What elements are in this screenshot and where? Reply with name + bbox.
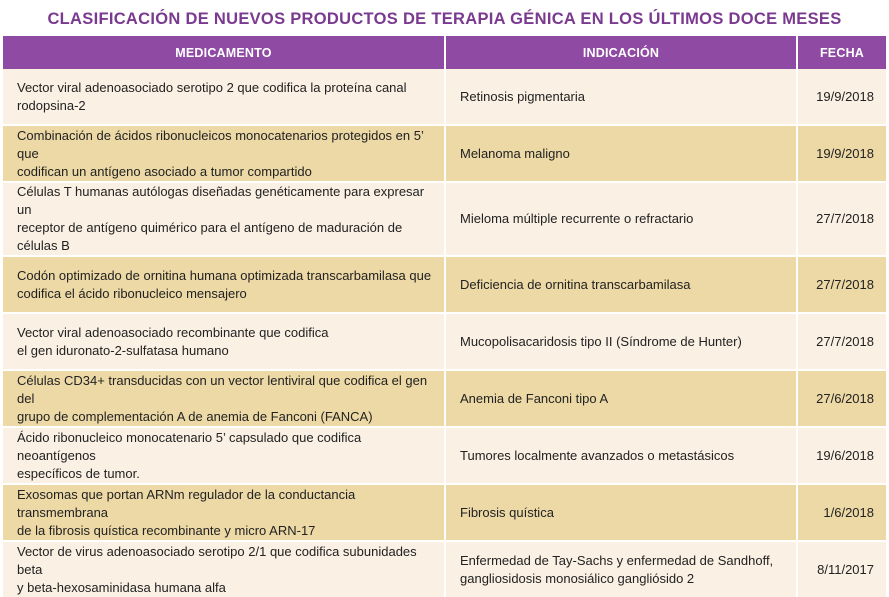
medicamento-cell-line: rodopsina-2 (17, 97, 86, 113)
medicamento-cell: Combinación de ácidos ribonucleicos mono… (3, 125, 446, 183)
indicacion-cell-line: Melanoma maligno (460, 145, 570, 161)
indicacion-cell-line: Mieloma múltiple recurrente o refractari… (460, 211, 694, 226)
medicamento-cell: Células CD34+ transducidas con un vector… (3, 370, 446, 428)
medicamento-cell-line: Células T humanas autólogas diseñadas ge… (17, 184, 425, 217)
table-body: Vector viral adenoasociado serotipo 2 qu… (3, 69, 886, 597)
medicamento-cell: Células T humanas autólogas diseñadas ge… (3, 182, 446, 257)
fecha-cell: 1/6/2018 (797, 484, 886, 542)
indicacion-cell-line: Retinosis pigmentaria (460, 88, 586, 104)
medicamento-cell-line: codifican un antígeno asociado a tumor c… (17, 163, 312, 179)
medicamento-cell-line: y beta-hexosaminidasa humana alfa (17, 579, 226, 595)
gene-therapy-table: MEDICAMENTO INDICACIÓN FECHA Vector vira… (3, 36, 886, 597)
indicacion-cell-line: Anemia de Fanconi tipo A (460, 390, 609, 406)
medicamento-cell-line: Vector de virus adenoasociado serotipo 2… (17, 543, 417, 577)
header-row: MEDICAMENTO INDICACIÓN FECHA (3, 36, 886, 69)
indicacion-cell: Mieloma múltiple recurrente o refractari… (445, 182, 798, 257)
indicacion-cell-line: gangliosidosis monosiálico gangliósido 2 (460, 570, 695, 586)
medicamento-cell-line: Vector viral adenoasociado serotipo 2 qu… (17, 79, 407, 95)
medicamento-cell-line: Codón optimizado de ornitina humana opti… (17, 267, 432, 283)
indicacion-cell-line: Tumores localmente avanzados o metastási… (460, 447, 735, 463)
medicamento-cell: Codón optimizado de ornitina humana opti… (3, 256, 446, 314)
medicamento-cell: Vector viral adenoasociado recombinante … (3, 313, 446, 371)
column-header-indicacion: INDICACIÓN (445, 36, 798, 69)
medicamento-cell-line: Exosomas que portan ARNm regulador de la… (17, 486, 356, 520)
indicacion-cell: Anemia de Fanconi tipo A (445, 370, 798, 428)
table-title: CLASIFICACIÓN DE NUEVOS PRODUCTOS DE TER… (47, 10, 842, 28)
medicamento-cell: Exosomas que portan ARNm regulador de la… (3, 484, 446, 542)
table-row: Exosomas que portan ARNm regulador de la… (3, 484, 886, 542)
medicamento-cell: Vector de virus adenoasociado serotipo 2… (3, 541, 446, 597)
indicacion-cell: Mucopolisacaridosis tipo II (Síndrome de… (445, 313, 798, 371)
medicamento-cell-line: de la fibrosis quística recombinante y m… (17, 522, 316, 538)
table-row: Células CD34+ transducidas con un vector… (3, 370, 886, 428)
fecha-cell: 19/9/2018 (797, 69, 886, 126)
fecha-cell: 19/9/2018 (797, 125, 886, 183)
table-row: Vector de virus adenoasociado serotipo 2… (3, 541, 886, 597)
medicamento-cell-line: el gen iduronato-2-sulfatasa humano (17, 342, 229, 358)
medicamento-cell-line: Células CD34+ transducidas con un vector… (17, 372, 428, 406)
indicacion-cell: Melanoma maligno (445, 125, 798, 183)
medicamento-cell-line: específicos de tumor. (17, 465, 140, 481)
medicamento-cell-line: Combinación de ácidos ribonucleicos mono… (17, 127, 424, 161)
fecha-cell: 19/6/2018 (797, 427, 886, 485)
fecha-cell: 27/7/2018 (797, 256, 886, 314)
indicacion-cell-line: Fibrosis quística (460, 504, 554, 520)
indicacion-cell-line: Enfermedad de Tay-Sachs y enfermedad de … (460, 552, 774, 568)
medicamento-cell-line: receptor de antígeno quimérico para el a… (17, 220, 403, 253)
indicacion-cell: Fibrosis quística (445, 484, 798, 542)
indicacion-cell-line: Deficiencia de ornitina transcarbamilasa (460, 276, 691, 292)
table-row: Vector viral adenoasociado serotipo 2 qu… (3, 69, 886, 126)
table-row: Codón optimizado de ornitina humana opti… (3, 256, 886, 314)
medicamento-cell: Ácido ribonucleico monocatenario 5’ caps… (3, 427, 446, 485)
column-header-fecha: FECHA (797, 36, 886, 69)
medicamento-cell-line: Ácido ribonucleico monocatenario 5’ caps… (17, 429, 362, 463)
fecha-cell: 27/6/2018 (797, 370, 886, 428)
indicacion-cell: Retinosis pigmentaria (445, 69, 798, 126)
fecha-cell: 27/7/2018 (797, 313, 886, 371)
indicacion-cell: Tumores localmente avanzados o metastási… (445, 427, 798, 485)
indicacion-cell: Enfermedad de Tay-Sachs y enfermedad de … (445, 541, 798, 597)
column-header-medicamento: MEDICAMENTO (3, 36, 446, 69)
fecha-cell: 8/11/2017 (797, 541, 886, 597)
table-row: Ácido ribonucleico monocatenario 5’ caps… (3, 427, 886, 485)
indicacion-cell-line: Mucopolisacaridosis tipo II (Síndrome de… (460, 333, 742, 349)
table-row: Vector viral adenoasociado recombinante … (3, 313, 886, 371)
medicamento-cell-line: grupo de complementación A de anemia de … (17, 408, 373, 424)
indicacion-cell: Deficiencia de ornitina transcarbamilasa (445, 256, 798, 314)
medicamento-cell-line: Vector viral adenoasociado recombinante … (17, 324, 329, 340)
table-row: Combinación de ácidos ribonucleicos mono… (3, 125, 886, 183)
medicamento-cell: Vector viral adenoasociado serotipo 2 qu… (3, 69, 446, 126)
fecha-cell: 27/7/2018 (797, 182, 886, 257)
table-row: Células T humanas autólogas diseñadas ge… (3, 182, 886, 257)
medicamento-cell-line: codifica el ácido ribonucleico mensajero (17, 285, 247, 301)
